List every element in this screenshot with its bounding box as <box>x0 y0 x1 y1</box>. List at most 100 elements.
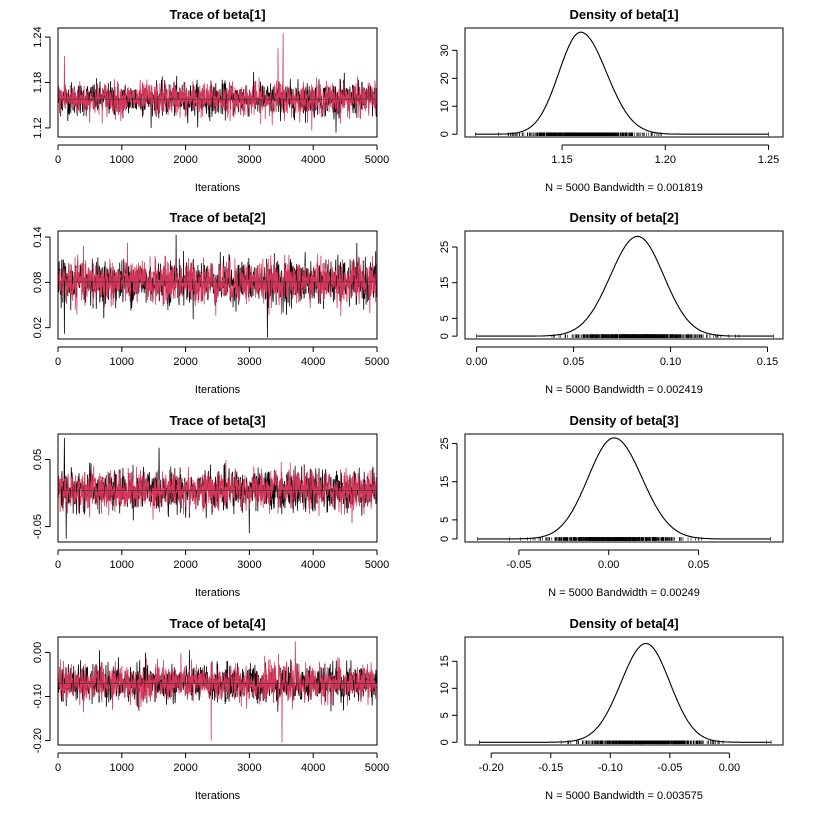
plot-area <box>58 33 377 133</box>
rug-marks <box>478 740 772 745</box>
y-tick-label: 0.14 <box>32 226 44 247</box>
y-axis: 0 5 15 25 <box>439 437 458 542</box>
x-tick-label: 1000 <box>110 356 134 368</box>
x-axis: 0 1000 2000 3000 4000 5000 <box>55 346 389 368</box>
y-axis: 0.02 0.08 0.14 <box>32 226 51 338</box>
x-tick-label: 0 <box>55 762 61 774</box>
x-tick-label: 3000 <box>237 762 261 774</box>
plot-frame <box>57 230 378 340</box>
plot-area <box>58 641 377 743</box>
y-axis: 0 10 20 30 <box>439 44 458 137</box>
x-tick-label: 5000 <box>365 762 389 774</box>
y-tick-label: 5 <box>439 315 451 321</box>
y-axis: 0 5 15 25 <box>439 241 458 339</box>
trace-line-chain-2 <box>58 460 377 524</box>
x-tick-label: 4000 <box>301 356 325 368</box>
density-curve <box>476 235 774 337</box>
x-tick-label: 3000 <box>237 559 261 571</box>
y-tick-label: 10 <box>439 100 451 112</box>
y-tick-label: 15 <box>439 277 451 289</box>
x-tick-label: 2000 <box>173 356 197 368</box>
y-tick-label: 5 <box>439 517 451 523</box>
x-tick-label: 0.00 <box>466 356 487 368</box>
trace-line-chain-2 <box>58 641 377 743</box>
x-tick-label: -0.15 <box>538 762 563 774</box>
y-tick-label: 0 <box>439 333 451 339</box>
density-curve <box>477 437 771 540</box>
plot-title: Density of beta[3] <box>569 413 678 428</box>
x-axis-label: N = 5000 Bandwidth = 0.003575 <box>545 790 703 802</box>
y-tick-label: 0.08 <box>32 272 44 293</box>
plot-title: Density of beta[4] <box>569 616 678 631</box>
x-tick-label: 4000 <box>301 762 325 774</box>
x-axis-label: Iterations <box>195 182 241 194</box>
trace-line-chain-2 <box>58 33 377 131</box>
x-axis-label: N = 5000 Bandwidth = 0.001819 <box>545 182 703 194</box>
plot-frame <box>464 433 784 543</box>
x-tick-label: 3000 <box>237 356 261 368</box>
y-tick-label: 15 <box>439 476 451 488</box>
trace-plot: Trace of beta[3] 0 1000 2000 3000 4000 5000 Ite… <box>32 413 389 599</box>
y-tick-label: 0.05 <box>32 449 44 470</box>
density-plot: Density of beta[1] 1.15 1.20 1.25 N = 5000 B… <box>439 7 784 194</box>
x-tick-label: 3000 <box>237 154 261 166</box>
y-tick-label: 15 <box>439 655 451 667</box>
y-tick-label: 5 <box>439 712 451 718</box>
x-tick-label: 0 <box>55 356 61 368</box>
y-tick-label: -0.10 <box>32 684 44 709</box>
x-tick-label: 1.20 <box>655 154 676 166</box>
x-tick-label: 5000 <box>365 356 389 368</box>
plot-frame <box>464 27 784 138</box>
x-axis-label: N = 5000 Bandwidth = 0.002419 <box>545 384 703 396</box>
x-tick-label: 5000 <box>365 154 389 166</box>
x-axis: 0.00 0.05 0.10 0.15 <box>466 346 778 368</box>
x-tick-label: 2000 <box>173 559 197 571</box>
x-tick-label: 1000 <box>110 559 134 571</box>
y-axis: -0.05 0.05 <box>32 449 51 539</box>
density-curve <box>479 642 772 743</box>
y-tick-label: 10 <box>439 682 451 694</box>
x-axis-label: Iterations <box>195 790 241 802</box>
x-tick-label: 4000 <box>301 154 325 166</box>
plot-area <box>58 234 377 338</box>
x-tick-label: -0.05 <box>506 559 531 571</box>
y-axis: 0 5 10 15 <box>439 655 458 745</box>
x-tick-label: 0.00 <box>719 762 740 774</box>
plot-frame <box>464 636 784 746</box>
x-tick-label: 4000 <box>301 559 325 571</box>
x-axis-label: Iterations <box>195 587 241 599</box>
trace-line-chain-2 <box>58 242 377 317</box>
y-tick-label: -0.20 <box>32 728 44 753</box>
x-tick-label: 2000 <box>173 762 197 774</box>
density-plot: Density of beta[2] 0.00 0.05 0.10 0.15 N = 50… <box>439 210 784 396</box>
x-tick-label: 1.25 <box>758 154 779 166</box>
x-axis: 0 1000 2000 3000 4000 5000 <box>55 549 389 571</box>
x-tick-label: 0 <box>55 559 61 571</box>
rug-marks <box>475 132 769 137</box>
plot-frame <box>57 636 378 746</box>
y-tick-label: 0 <box>439 739 451 745</box>
x-tick-label: 0.10 <box>660 356 681 368</box>
plot-frame <box>57 27 378 138</box>
x-tick-label: 0.15 <box>757 356 778 368</box>
trace-plot: Trace of beta[1] 0 1000 2000 3000 4000 5000 Ite… <box>32 7 389 194</box>
y-tick-label: 0.00 <box>32 642 44 663</box>
x-axis: -0.05 0.00 0.05 <box>506 549 709 571</box>
x-tick-label: 0.05 <box>688 559 709 571</box>
plot-title: Density of beta[2] <box>569 210 678 225</box>
y-axis: -0.20 -0.10 0.00 <box>32 642 51 753</box>
rug-marks <box>476 334 774 339</box>
y-tick-label: 25 <box>439 241 451 253</box>
y-tick-label: 0 <box>439 131 451 137</box>
plot-title: Density of beta[1] <box>569 7 678 22</box>
density-curve <box>475 31 769 135</box>
x-tick-label: 1000 <box>110 154 134 166</box>
x-tick-label: -0.20 <box>479 762 504 774</box>
plot-title: Trace of beta[3] <box>169 413 265 428</box>
plot-title: Trace of beta[1] <box>169 7 265 22</box>
y-tick-label: 0 <box>439 536 451 542</box>
x-tick-label: 1000 <box>110 762 134 774</box>
x-tick-label: 2000 <box>173 154 197 166</box>
rug-marks <box>477 536 771 541</box>
